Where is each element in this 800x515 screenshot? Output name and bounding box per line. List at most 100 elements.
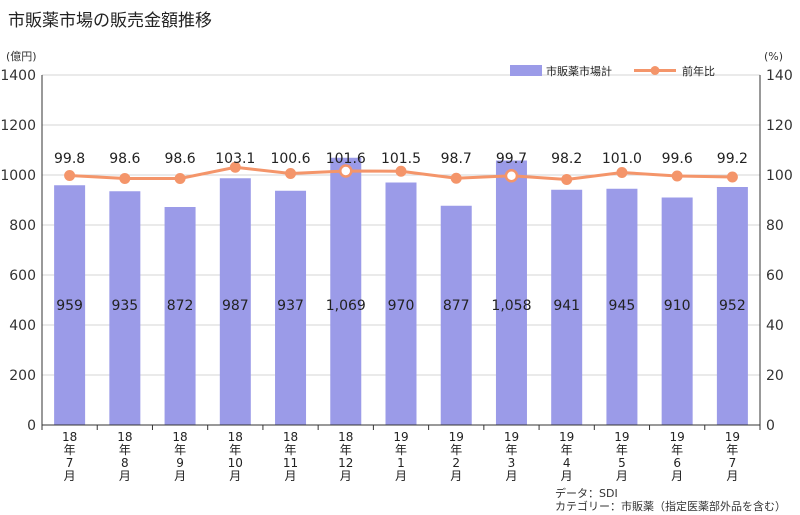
y-right-tick-label: 80 bbox=[766, 218, 784, 234]
line-point bbox=[561, 174, 573, 185]
y-left-tick-label: 800 bbox=[9, 218, 36, 234]
x-tick-label: 月 bbox=[64, 469, 76, 483]
line-value-label: 99.2 bbox=[717, 151, 748, 167]
x-tick-label: 4 bbox=[563, 456, 571, 470]
x-tick-label: 19 bbox=[670, 430, 685, 444]
line-value-label: 98.6 bbox=[164, 151, 195, 167]
y-right-tick-label: 0 bbox=[766, 418, 775, 434]
x-tick-label: 2 bbox=[452, 456, 460, 470]
line-value-label: 103.1 bbox=[215, 151, 255, 167]
bar-value-label: 1,058 bbox=[491, 298, 531, 314]
x-tick-label: 月 bbox=[174, 469, 186, 483]
line-point bbox=[174, 173, 186, 184]
x-tick-label: 19 bbox=[614, 430, 629, 444]
x-tick-label: 年 bbox=[671, 443, 683, 457]
bar bbox=[440, 205, 472, 425]
x-tick-label: 月 bbox=[285, 469, 297, 483]
x-tick-label: 18 bbox=[338, 430, 353, 444]
y-left-tick-label: 1000 bbox=[0, 168, 36, 184]
x-tick-label: 年 bbox=[395, 443, 407, 457]
y-left-unit: (億円) bbox=[6, 50, 37, 63]
legend-bar-label: 市販薬市場計 bbox=[546, 64, 612, 78]
line-value-label: 100.6 bbox=[270, 151, 310, 167]
bar-value-label: 959 bbox=[56, 298, 83, 314]
bar-value-label: 937 bbox=[277, 298, 304, 314]
bar bbox=[109, 191, 141, 425]
x-tick-label: 1 bbox=[397, 456, 405, 470]
bar bbox=[606, 188, 638, 425]
y-right-tick-label: 40 bbox=[766, 318, 784, 334]
bar-value-label: 910 bbox=[664, 298, 691, 314]
line-point bbox=[671, 170, 683, 182]
bar-value-label: 941 bbox=[553, 298, 580, 314]
line-point bbox=[504, 169, 519, 183]
x-tick-label: 19 bbox=[504, 430, 519, 444]
bar bbox=[716, 187, 748, 425]
x-tick-label: 7 bbox=[66, 456, 74, 470]
x-tick-label: 月 bbox=[450, 469, 462, 483]
chart-title: 市販薬市場の販売金額推移 bbox=[8, 11, 212, 31]
x-tick-label: 年 bbox=[561, 443, 573, 457]
x-tick-label: 年 bbox=[174, 443, 186, 457]
line-value-label: 98.6 bbox=[109, 151, 140, 167]
x-tick-label: 月 bbox=[726, 469, 738, 483]
y-right-tick-label: 100 bbox=[766, 168, 793, 184]
y-left-tick-label: 400 bbox=[9, 318, 36, 334]
x-tick-label: 11 bbox=[283, 456, 298, 470]
x-tick-label: 6 bbox=[673, 456, 681, 470]
y-left-tick-label: 1200 bbox=[0, 118, 36, 134]
footnote-source: データ：SDI bbox=[555, 487, 618, 500]
line-point bbox=[395, 165, 407, 177]
bar-value-label: 987 bbox=[222, 298, 249, 314]
x-tick-label: 7 bbox=[729, 456, 737, 470]
x-tick-label: 19 bbox=[725, 430, 740, 444]
x-tick-label: 年 bbox=[119, 443, 131, 457]
x-tick-label: 月 bbox=[671, 469, 683, 483]
x-tick-label: 月 bbox=[505, 469, 517, 483]
bar-value-label: 872 bbox=[167, 298, 194, 314]
line-point bbox=[229, 161, 241, 173]
x-tick-label: 19 bbox=[393, 430, 408, 444]
x-tick-label: 8 bbox=[121, 456, 129, 470]
line-value-label: 98.2 bbox=[551, 151, 582, 167]
line-value-label: 99.8 bbox=[54, 151, 85, 167]
y-left-tick-label: 600 bbox=[9, 268, 36, 284]
line-value-label: 98.7 bbox=[441, 151, 472, 167]
x-tick-label: 月 bbox=[616, 469, 628, 483]
line-value-label: 101.5 bbox=[381, 151, 421, 167]
line-value-label: 99.6 bbox=[662, 151, 693, 167]
x-tick-label: 月 bbox=[561, 469, 573, 483]
y-left-tick-label: 0 bbox=[27, 418, 36, 434]
y-right-tick-label: 120 bbox=[766, 118, 793, 134]
x-tick-label: 12 bbox=[338, 456, 353, 470]
line-value-label: 101.0 bbox=[602, 151, 642, 167]
line-point bbox=[616, 167, 628, 178]
footnote: データ：SDI カテゴリー：市販薬（指定医薬部外品を含む） bbox=[555, 487, 786, 513]
line-point bbox=[285, 168, 297, 179]
x-tick-label: 月 bbox=[229, 469, 241, 483]
x-tick-label: 5 bbox=[618, 456, 626, 470]
line-point bbox=[450, 172, 462, 184]
bar-value-label: 970 bbox=[388, 298, 415, 314]
x-tick-label: 年 bbox=[64, 443, 76, 457]
x-tick-label: 18 bbox=[228, 430, 243, 444]
legend-bar-swatch bbox=[510, 65, 542, 76]
bar bbox=[330, 157, 362, 425]
bar bbox=[275, 190, 307, 425]
x-tick-label: 月 bbox=[340, 469, 352, 483]
footnote-category: カテゴリー：市販薬（指定医薬部外品を含む） bbox=[555, 500, 786, 513]
bar bbox=[495, 160, 527, 425]
x-tick-label: 19 bbox=[559, 430, 574, 444]
bar bbox=[661, 197, 693, 425]
x-tick-label: 年 bbox=[616, 443, 628, 457]
x-tick-label: 年 bbox=[340, 443, 352, 457]
x-tick-label: 19 bbox=[449, 430, 464, 444]
y-right-tick-label: 60 bbox=[766, 268, 784, 284]
line-point bbox=[64, 170, 76, 181]
x-tick-label: 18 bbox=[62, 430, 77, 444]
bar bbox=[219, 178, 251, 425]
y-right-tick-label: 20 bbox=[766, 368, 784, 384]
bar-value-label: 952 bbox=[719, 298, 746, 314]
